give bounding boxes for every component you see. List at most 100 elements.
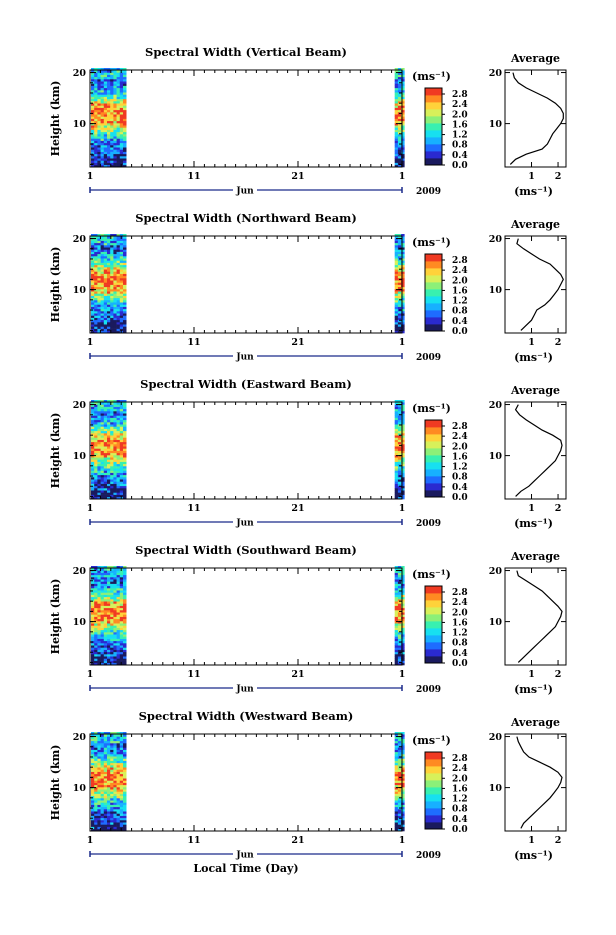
heatmap-cell [394, 806, 399, 810]
heatmap-cell [97, 751, 101, 755]
heatmap-cell [100, 738, 105, 742]
colorbar-swatch [425, 822, 442, 830]
heatmap-cell [94, 585, 98, 589]
heatmap-cell [110, 481, 114, 484]
heatmap-cell [100, 771, 105, 775]
heatmap-cell [401, 273, 405, 277]
heatmap-cell [397, 269, 402, 272]
heatmap-cell [91, 136, 95, 139]
heatmap-cell [97, 795, 101, 799]
plot-frame [89, 733, 403, 832]
heatmap-cell [110, 300, 114, 303]
heatmap-cell [100, 249, 105, 252]
heatmap-cell [107, 645, 111, 648]
heatmap-cell [123, 614, 127, 617]
heatmap-cell [397, 599, 402, 602]
heatmap-cell [113, 457, 117, 460]
heatmap-cell [103, 101, 108, 104]
heatmap-cell [397, 127, 402, 130]
heatmap-cell [91, 466, 95, 469]
heatmap-cell [119, 116, 124, 119]
heatmap-cell [107, 322, 111, 325]
x-tick-label: 1 [399, 669, 406, 680]
heatmap-cell [103, 289, 108, 292]
heatmap-cell [94, 813, 98, 816]
heatmap-cell [110, 324, 114, 327]
heatmap-cell [119, 114, 124, 117]
heatmap-cell [97, 490, 101, 493]
heatmap-cell [91, 109, 95, 113]
heatmap-cell [123, 109, 127, 113]
heatmap-cell [91, 101, 95, 104]
heatmap-cell [94, 245, 98, 248]
heatmap-cell [94, 258, 98, 261]
heatmap-cell [97, 806, 101, 810]
heatmap-cell [394, 258, 399, 261]
heatmap-cell [116, 813, 121, 816]
heatmap-cell [110, 264, 114, 268]
heatmap-cell [94, 494, 98, 498]
heatmap-cell [397, 784, 402, 788]
colorbar-tick-label: 1.6 [452, 618, 468, 628]
heatmap-cell [110, 804, 114, 808]
heatmap-cell [94, 736, 98, 739]
heatmap-cell [401, 107, 405, 111]
heatmap-cell [401, 417, 405, 421]
heatmap-cell [397, 236, 402, 239]
heatmap-cell [116, 647, 121, 650]
heatmap-cell [394, 577, 399, 580]
heatmap-cell [97, 302, 101, 305]
average-x-label: (ms⁻¹) [514, 517, 553, 530]
heatmap-cell [94, 623, 98, 626]
heatmap-cell [97, 756, 101, 759]
heatmap-cell [100, 574, 105, 578]
heatmap-cell [394, 439, 399, 443]
heatmap-cell [401, 278, 405, 281]
heatmap-cell [107, 269, 111, 272]
heatmap-cell [401, 293, 405, 296]
heatmap-cell [397, 441, 402, 445]
heatmap-cell [116, 658, 121, 661]
heatmap-cell [97, 765, 101, 768]
heatmap-cell [94, 474, 98, 478]
heatmap-cell [116, 156, 121, 159]
heatmap-cell [110, 240, 114, 244]
heatmap-cell [100, 651, 105, 655]
heatmap-cell [119, 140, 124, 144]
heatmap-cell [119, 760, 124, 764]
heatmap-cell [119, 623, 124, 626]
heatmap-cell [123, 658, 127, 661]
heatmap-cell [110, 762, 114, 766]
heatmap-cell [91, 96, 95, 100]
heatmap-cell [123, 400, 127, 403]
heatmap-cell [116, 311, 121, 314]
heatmap-cell [401, 328, 405, 332]
heatmap-cell [394, 793, 399, 797]
heatmap-cell [97, 330, 101, 334]
heatmap-cell [116, 94, 121, 97]
colorbar-swatch [425, 130, 442, 138]
heatmap-cell [97, 145, 101, 148]
heatmap-cell [401, 114, 405, 117]
colorbar-tick-label: 1.6 [452, 784, 468, 794]
heatmap-cell [123, 621, 127, 624]
heatmap-cell [110, 127, 114, 130]
heatmap-cell [397, 769, 402, 772]
colorbar-tick-label: 2.8 [452, 256, 468, 266]
heatmap-cell [119, 822, 124, 825]
x-tick-label: 1 [399, 337, 406, 348]
heatmap-cell [401, 87, 405, 91]
heatmap-cell [119, 282, 124, 285]
heatmap-cell [119, 651, 124, 655]
heatmap-cell [94, 253, 98, 257]
x-tick-label: 11 [187, 337, 200, 348]
heatmap-cell [397, 656, 402, 659]
heatmap-cell [401, 771, 405, 775]
heatmap-cell [401, 780, 405, 783]
heatmap-cell [107, 450, 111, 454]
heatmap-cell [94, 96, 98, 100]
heatmap-cell [110, 251, 114, 255]
heatmap-cell [397, 317, 402, 321]
heatmap-cell [103, 260, 108, 263]
heatmap-cell [397, 118, 402, 122]
